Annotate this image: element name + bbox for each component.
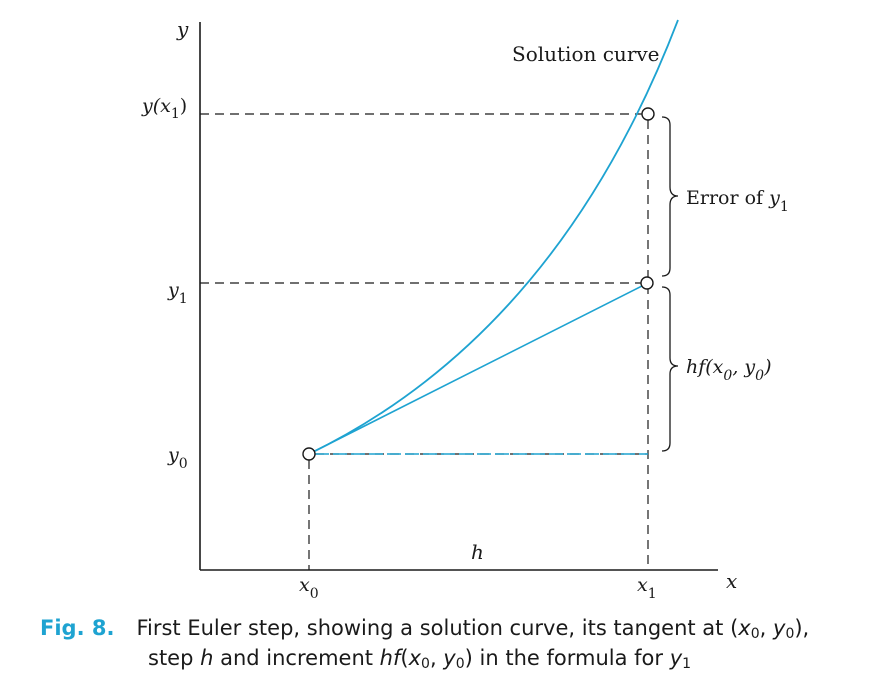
step-h-label: h (471, 540, 484, 564)
caption-x0: x (738, 616, 751, 640)
increment-brace (661, 286, 679, 452)
error-brace (661, 116, 679, 277)
tangent-line (308, 284, 645, 455)
y-tick-y0: y0 (167, 444, 188, 472)
caption-y0-sub: 0 (785, 626, 795, 642)
caption-paren-open: ( (400, 646, 409, 670)
solution-curve-label: Solution curve (512, 42, 660, 66)
caption-2-x0: x (408, 646, 422, 670)
euler-step-diagram: y x Solution curve y(x1) y1 y0 x0 x1 Err… (141, 17, 789, 600)
dashed-guides (200, 113, 649, 570)
solution-curve (308, 19, 679, 455)
error-label: Error of y1 (686, 187, 789, 215)
caption-text-1a: First Euler step, showing a solution cur… (136, 616, 739, 640)
caption-text-2a: step (148, 646, 201, 670)
increment-label: hf(x0, y0) (686, 356, 772, 384)
figure-number: Fig. 8. (40, 616, 115, 640)
caption-y1: y (669, 646, 683, 670)
caption-line-2: step h and increment hf(x0, y0) in the f… (148, 642, 691, 680)
caption-y0: y (773, 616, 786, 640)
caption-y1-sub: 1 (682, 656, 692, 672)
y-tick-y1: y1 (167, 279, 188, 307)
caption-sep-1: , (759, 616, 773, 640)
x-tick-x0: x0 (299, 574, 319, 600)
caption-end-1: ), (794, 616, 810, 640)
caption-2-y0-sub: 0 (455, 656, 465, 672)
x-axis-label: x (726, 569, 737, 593)
caption-h: h (200, 646, 214, 670)
caption-2-x0-sub: 0 (421, 656, 430, 672)
caption-hf: hf (379, 646, 401, 670)
caption-text-2b: and increment (213, 646, 380, 670)
x-tick-x1: x1 (637, 574, 657, 600)
caption-text-2d: ) in the formula for (464, 646, 670, 670)
caption-2-y0: y (443, 646, 456, 670)
y-tick-yx1: y(x1) (141, 95, 187, 122)
caption-sep-2: , (429, 646, 444, 670)
point-x0-y0 (302, 447, 316, 461)
point-x1-yx1 (641, 107, 655, 121)
caption-x0-sub: 0 (750, 626, 760, 642)
point-x1-y1 (640, 276, 654, 290)
y-axis-label: y (176, 17, 189, 41)
caption-line-1: Fig. 8. First Euler step, showing a solut… (40, 612, 809, 650)
